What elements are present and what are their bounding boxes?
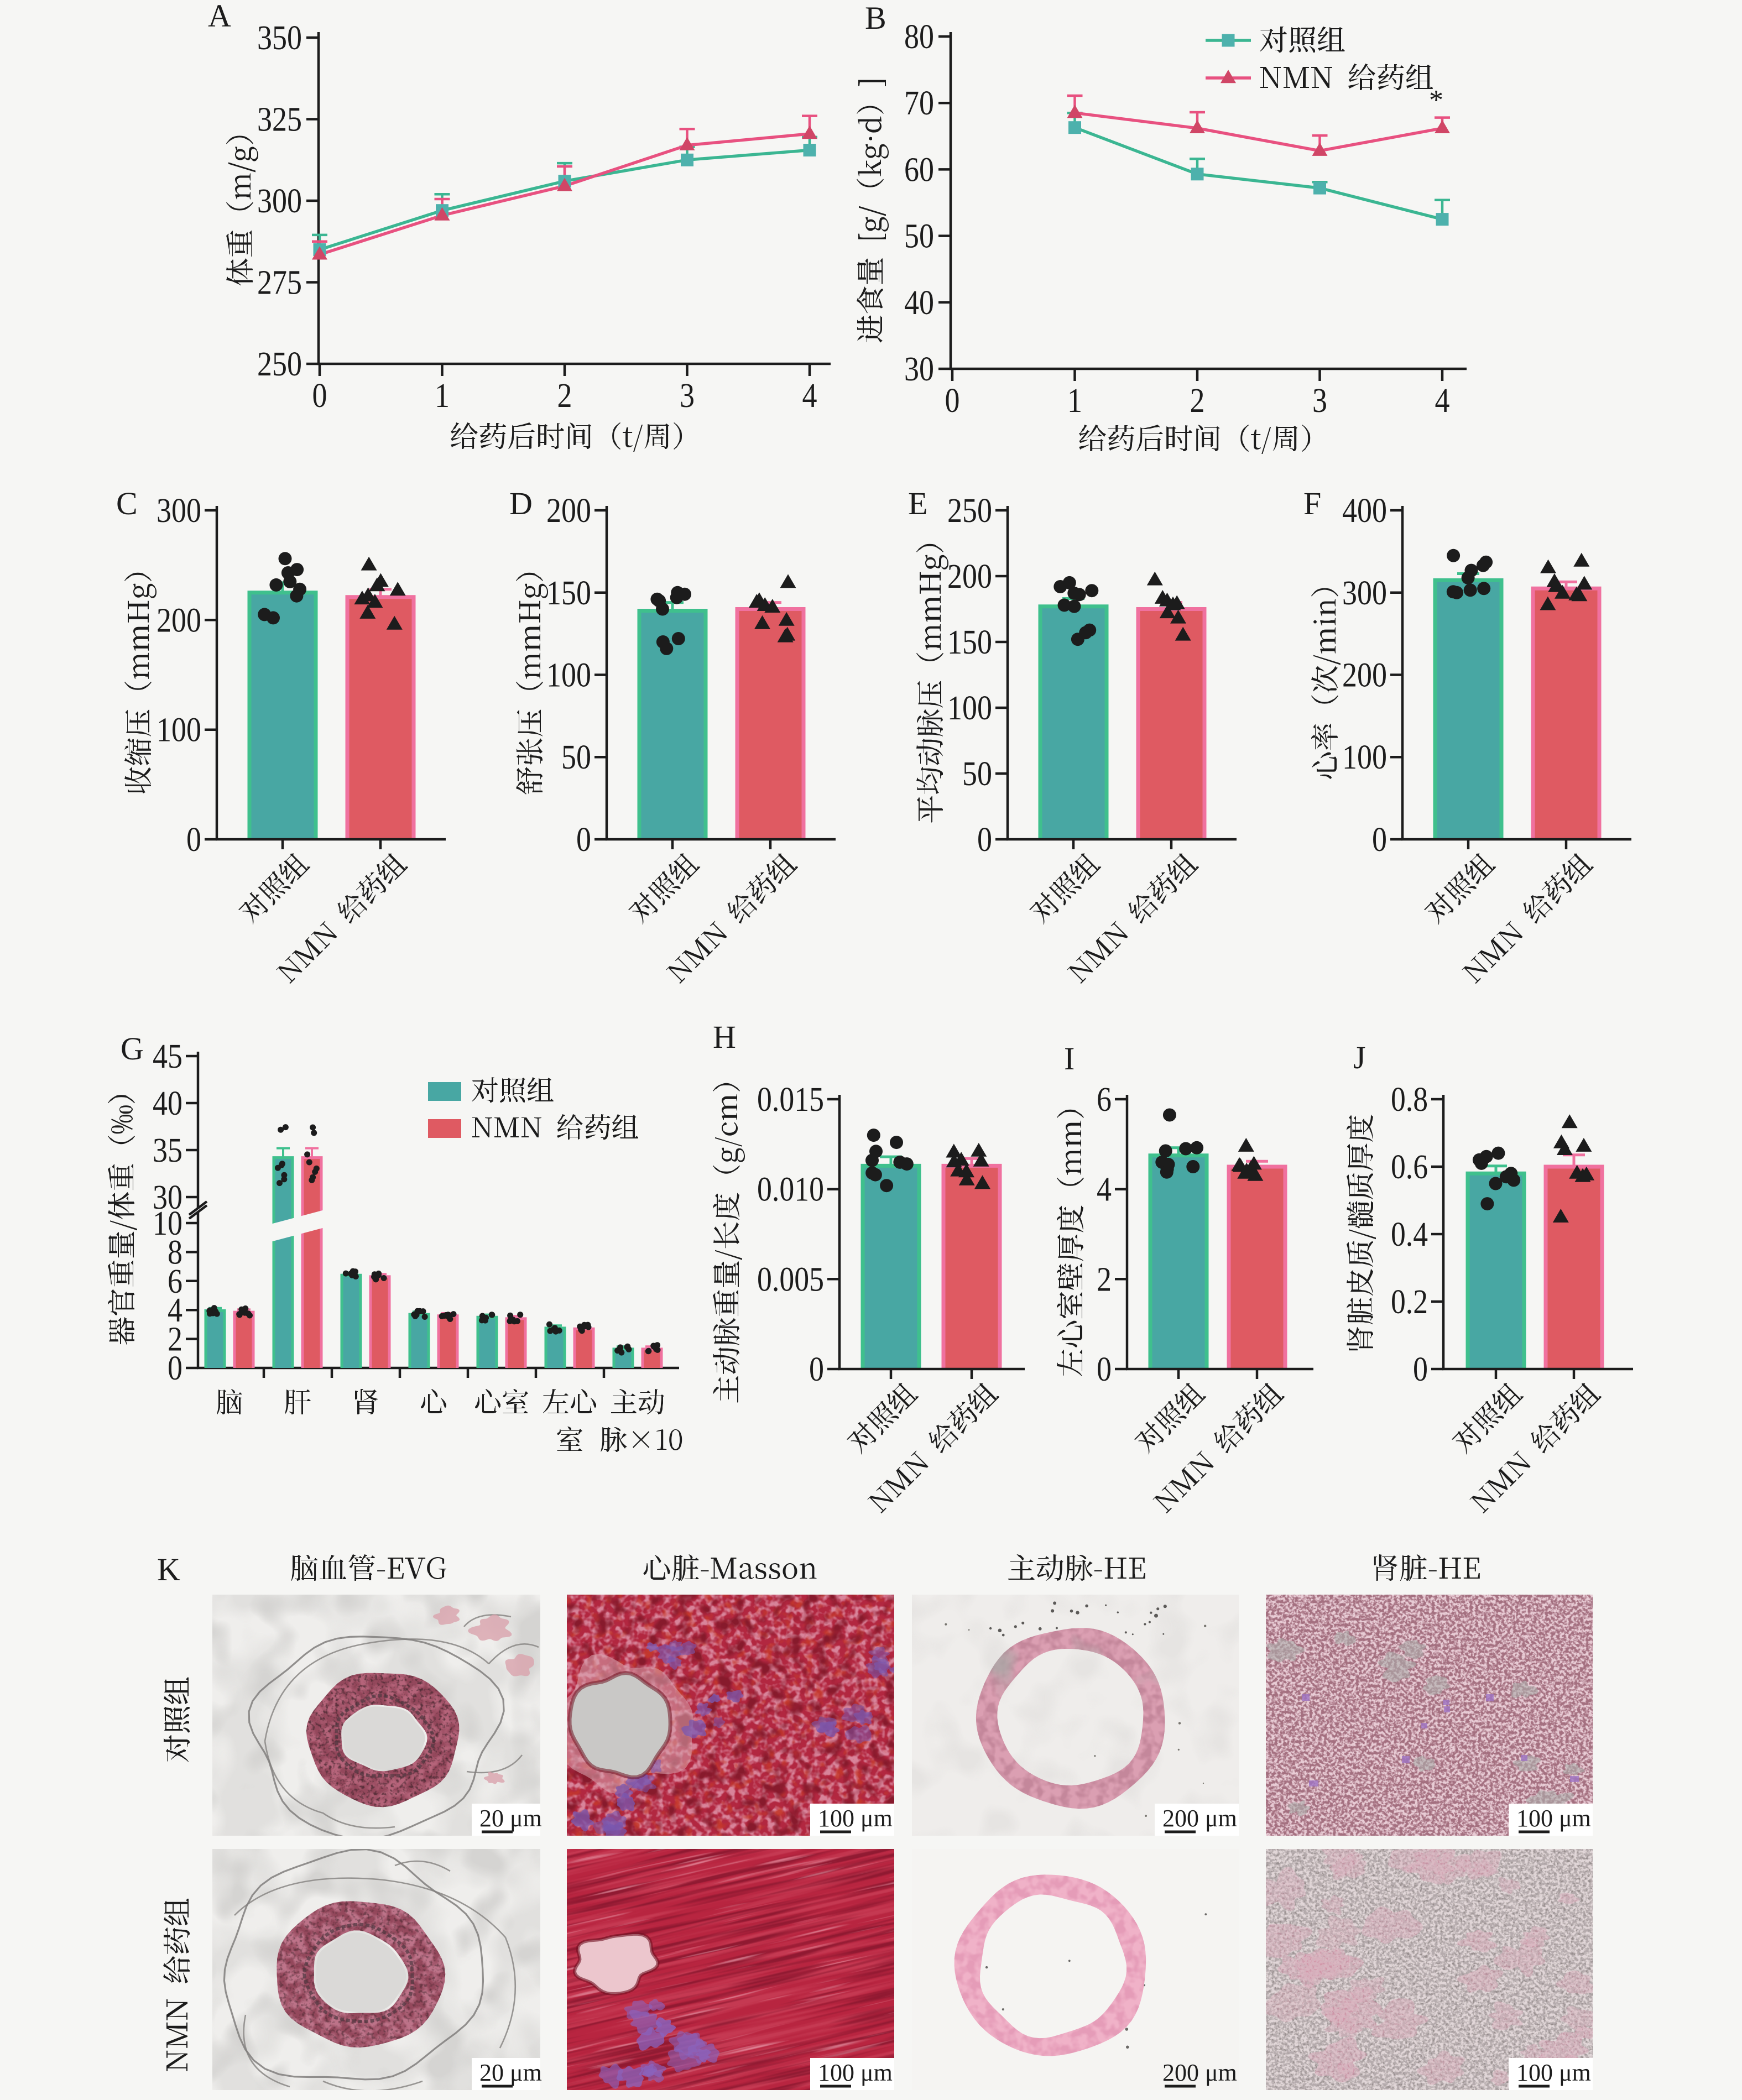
svg-text:0: 0	[312, 377, 327, 415]
svg-text:E: E	[908, 485, 927, 521]
svg-text:4: 4	[168, 1292, 182, 1329]
svg-text:1: 1	[1067, 382, 1082, 420]
svg-text:0.6: 0.6	[1391, 1148, 1428, 1186]
svg-text:100: 100	[546, 657, 591, 694]
svg-text:F: F	[1303, 485, 1321, 521]
svg-text:2: 2	[168, 1321, 182, 1359]
svg-text:0: 0	[186, 821, 201, 859]
svg-text:300: 300	[257, 182, 302, 220]
svg-text:0: 0	[1097, 1351, 1112, 1388]
svg-text:100 μm: 100 μm	[1516, 1805, 1591, 1832]
svg-text:100: 100	[947, 689, 992, 727]
svg-text:300: 300	[157, 492, 201, 530]
svg-text:*: *	[1429, 85, 1443, 116]
svg-text:250: 250	[947, 492, 992, 530]
svg-text:200: 200	[546, 492, 591, 530]
svg-text:300: 300	[1342, 574, 1387, 612]
svg-text:B: B	[865, 0, 886, 36]
svg-text:100: 100	[157, 712, 201, 749]
svg-text:C: C	[116, 485, 138, 521]
svg-text:0: 0	[977, 821, 992, 859]
svg-text:0: 0	[576, 821, 591, 859]
svg-text:350: 350	[257, 19, 302, 57]
svg-text:8: 8	[168, 1234, 182, 1271]
svg-text:100 μm: 100 μm	[818, 1805, 893, 1832]
svg-text:0.4: 0.4	[1391, 1216, 1428, 1253]
svg-text:4: 4	[802, 377, 817, 415]
svg-text:275: 275	[257, 264, 302, 302]
svg-text:2: 2	[1097, 1261, 1112, 1298]
svg-text:400: 400	[1342, 492, 1387, 530]
svg-text:80: 80	[904, 18, 934, 56]
svg-text:40: 40	[153, 1085, 182, 1122]
svg-text:K: K	[157, 1552, 180, 1587]
svg-text:10: 10	[153, 1205, 182, 1242]
svg-text:4: 4	[1097, 1171, 1112, 1209]
svg-text:100 μm: 100 μm	[818, 2059, 893, 2086]
svg-text:0: 0	[945, 382, 960, 420]
svg-text:50: 50	[561, 739, 591, 776]
svg-text:60: 60	[904, 151, 934, 189]
svg-text:100 μm: 100 μm	[1516, 2059, 1591, 2086]
svg-text:2: 2	[557, 377, 572, 415]
svg-text:200: 200	[1342, 657, 1387, 694]
svg-text:30: 30	[153, 1179, 182, 1216]
svg-text:0: 0	[168, 1350, 182, 1387]
svg-text:0.010: 0.010	[757, 1171, 824, 1209]
svg-text:45: 45	[153, 1038, 182, 1075]
svg-text:3: 3	[1312, 382, 1327, 420]
svg-text:0.8: 0.8	[1391, 1081, 1428, 1119]
svg-text:200 μm: 200 μm	[1162, 2059, 1237, 2086]
svg-text:20 μm: 20 μm	[479, 1805, 542, 1832]
svg-text:3: 3	[680, 377, 695, 415]
svg-text:200 μm: 200 μm	[1162, 1805, 1237, 1832]
svg-text:0: 0	[809, 1351, 824, 1388]
svg-text:1: 1	[435, 377, 450, 415]
svg-text:H: H	[713, 1019, 736, 1055]
svg-text:D: D	[509, 485, 533, 521]
svg-text:35: 35	[153, 1132, 182, 1169]
svg-text:A: A	[208, 0, 231, 34]
svg-text:J: J	[1353, 1039, 1366, 1075]
svg-text:0: 0	[1413, 1351, 1428, 1388]
svg-text:6: 6	[168, 1263, 182, 1300]
svg-text:6: 6	[1097, 1081, 1112, 1119]
svg-text:20 μm: 20 μm	[479, 2059, 542, 2086]
svg-text:30: 30	[904, 351, 934, 388]
svg-text:250: 250	[257, 346, 302, 383]
svg-text:I: I	[1064, 1041, 1075, 1077]
svg-text:4: 4	[1435, 382, 1450, 420]
svg-text:50: 50	[904, 218, 934, 255]
svg-text:0.005: 0.005	[757, 1261, 824, 1298]
svg-text:150: 150	[546, 574, 591, 612]
svg-text:G: G	[121, 1031, 144, 1067]
svg-text:0: 0	[1372, 821, 1387, 859]
svg-text:70: 70	[904, 85, 934, 122]
svg-text:40: 40	[904, 284, 934, 322]
svg-text:100: 100	[1342, 739, 1387, 776]
svg-text:150: 150	[947, 624, 992, 661]
svg-text:325: 325	[257, 101, 302, 139]
svg-text:0.015: 0.015	[757, 1081, 824, 1119]
svg-text:200: 200	[157, 602, 201, 639]
svg-text:0.2: 0.2	[1391, 1283, 1428, 1321]
svg-text:2: 2	[1190, 382, 1205, 420]
svg-text:200: 200	[947, 558, 992, 595]
svg-text:50: 50	[962, 755, 992, 793]
